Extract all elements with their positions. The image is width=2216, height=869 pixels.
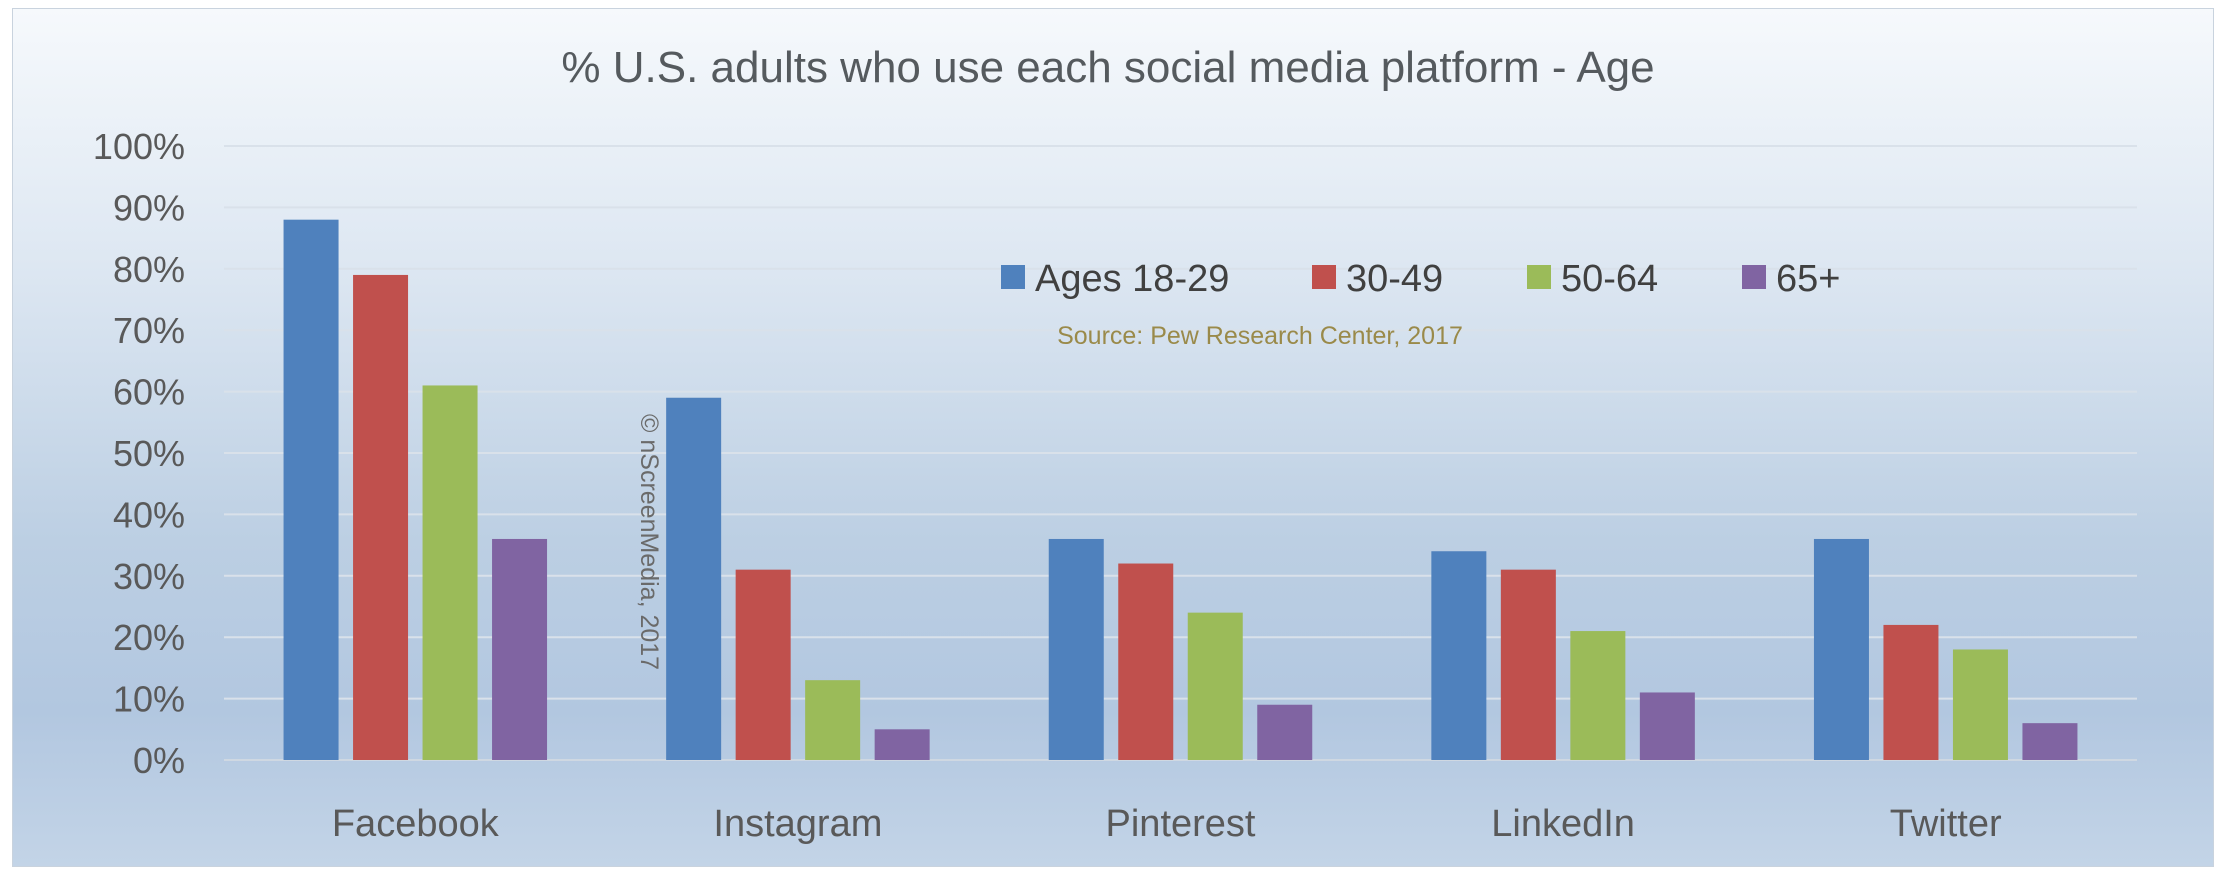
legend-swatch — [1001, 265, 1025, 289]
bar — [1570, 631, 1626, 760]
legend-swatch — [1527, 265, 1551, 289]
bar — [1118, 563, 1174, 760]
x-category-label: Facebook — [332, 803, 500, 845]
bar — [874, 729, 930, 760]
bar — [805, 680, 861, 760]
bar — [1431, 551, 1487, 760]
bar — [283, 219, 339, 760]
bar — [1883, 624, 1939, 760]
y-axis-tick-labels: 0% 10% 20% 30% 40% 50% 60% 70% 80% 90% 100% — [93, 126, 185, 781]
bar — [422, 385, 478, 760]
bar — [1048, 538, 1104, 760]
y-tick-label: 30% — [113, 556, 185, 597]
y-tick-label: 40% — [113, 494, 185, 535]
y-tick-label: 100% — [93, 126, 185, 167]
x-category-label: Pinterest — [1106, 803, 1256, 845]
bar — [1187, 612, 1243, 760]
y-tick-label: 0% — [133, 740, 185, 781]
chart-svg: % U.S. adults who use each social media … — [93, 43, 2137, 845]
bar — [666, 397, 722, 760]
y-tick-label: 80% — [113, 249, 185, 290]
y-tick-label: 20% — [113, 617, 185, 658]
chart-frame: % U.S. adults who use each social media … — [12, 8, 2214, 867]
bars — [283, 219, 2078, 760]
bar — [1639, 692, 1695, 760]
x-category-label: Twitter — [1890, 803, 2002, 845]
bar — [353, 274, 409, 760]
bar — [1813, 538, 1869, 760]
legend-label: 65+ — [1776, 258, 1840, 300]
bar — [735, 569, 791, 760]
legend-swatch — [1742, 265, 1766, 289]
watermark-text: © nScreenMedia, 2017 — [635, 414, 663, 670]
x-category-label: Instagram — [713, 803, 882, 845]
bar — [1952, 649, 2008, 760]
chart-title: % U.S. adults who use each social media … — [561, 43, 1654, 92]
x-category-label: LinkedIn — [1491, 803, 1635, 845]
y-tick-label: 90% — [113, 187, 185, 228]
y-tick-label: 60% — [113, 372, 185, 413]
legend-label: 30-49 — [1346, 258, 1443, 300]
source-note: Source: Pew Research Center, 2017 — [1057, 322, 1463, 350]
legend-label: 50-64 — [1561, 258, 1658, 300]
legend-swatch — [1312, 265, 1336, 289]
y-tick-label: 70% — [113, 310, 185, 351]
bar — [1257, 704, 1313, 760]
legend-label: Ages 18-29 — [1035, 258, 1229, 300]
legend: Ages 18-29 30-49 50-64 65+ — [1001, 258, 1840, 300]
bar — [1500, 569, 1556, 760]
bar — [2022, 723, 2078, 760]
x-axis-category-labels: Facebook Instagram Pinterest LinkedIn Twitte… — [332, 803, 2002, 845]
y-tick-label: 10% — [113, 679, 185, 720]
bar — [492, 538, 548, 760]
y-tick-label: 50% — [113, 433, 185, 474]
